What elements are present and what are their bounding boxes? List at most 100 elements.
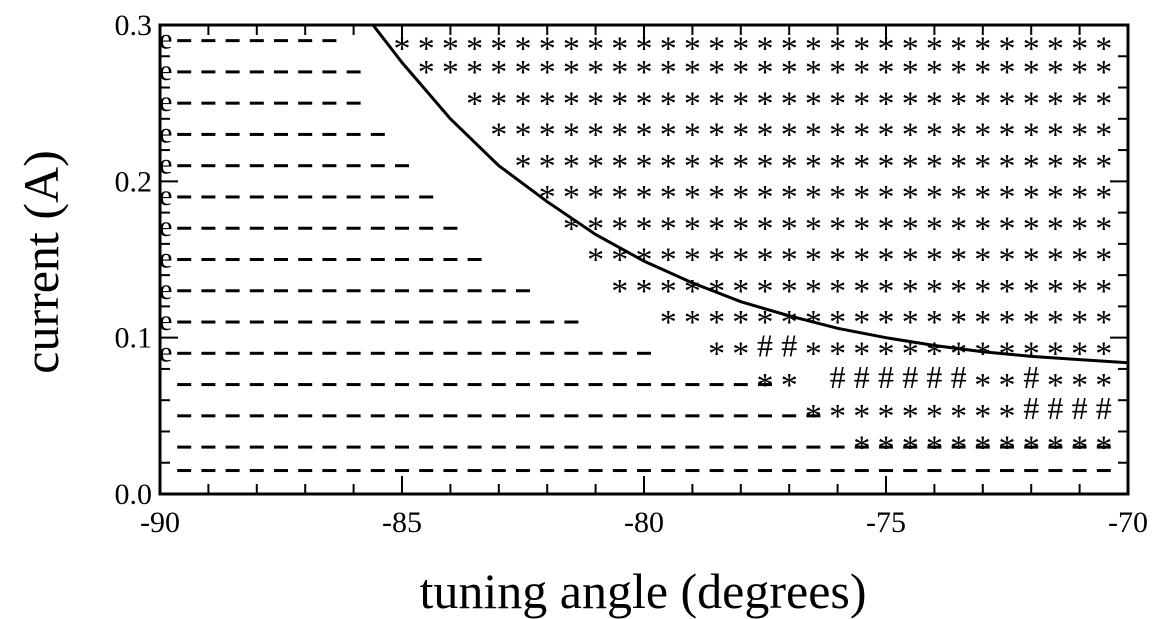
star-marker: * [781,117,798,154]
star-marker: * [805,335,822,372]
star-marker: * [974,304,991,341]
star-marker: * [636,273,653,310]
star-marker: * [1047,54,1064,91]
hash-marker: # [830,359,846,395]
star-marker: * [708,148,725,185]
star-marker: * [1047,117,1064,154]
star-marker: * [999,179,1016,216]
star-marker: * [660,148,677,185]
star-marker: * [1071,148,1088,185]
star-marker: * [1095,210,1112,247]
star-marker: * [950,54,967,91]
star-marker: * [732,85,749,122]
star-marker: * [757,273,774,310]
y-tick-label: 0.0 [115,478,153,511]
star-marker: * [926,398,943,435]
star-marker: * [805,85,822,122]
e-marker: e [159,148,172,181]
e-marker: e [159,85,172,118]
star-marker: * [926,148,943,185]
star-marker: * [466,85,483,122]
hash-marker: # [951,359,967,395]
star-marker: * [708,85,725,122]
star-marker: * [950,398,967,435]
star-marker: * [490,54,507,91]
star-marker: * [1047,31,1064,68]
star-marker: * [708,335,725,372]
star-marker: * [829,335,846,372]
star-marker: * [1071,242,1088,279]
star-marker: * [999,85,1016,122]
star-marker: * [1047,335,1064,372]
star-marker: * [684,210,701,247]
star-marker: * [611,85,628,122]
star-marker: * [1023,148,1040,185]
x-tick-label: -85 [382,506,422,539]
star-marker: * [999,117,1016,154]
star-marker: * [684,54,701,91]
y-tick-label: 0.3 [115,9,153,42]
star-marker: * [1071,117,1088,154]
star-marker: * [563,148,580,185]
hash-marker: # [1023,359,1039,395]
star-marker: * [853,117,870,154]
star-marker: * [1023,54,1040,91]
star-marker: * [563,117,580,154]
star-marker: * [999,31,1016,68]
star-marker: * [636,210,653,247]
star-marker: * [757,242,774,279]
star-marker: * [950,273,967,310]
star-marker: * [684,179,701,216]
star-marker: * [442,31,459,68]
star-marker: * [684,148,701,185]
star-marker: * [1023,304,1040,341]
star-marker: * [684,117,701,154]
star-marker: * [853,85,870,122]
star-marker: * [611,31,628,68]
star-marker: * [732,335,749,372]
star-marker: * [1071,210,1088,247]
data-symbols: * * * * * * * * * * * * * * * * * * * * * * * * * * * * * *e* * * * * * * * *… [159,23,1112,473]
star-marker: * [878,54,895,91]
star-marker: * [974,148,991,185]
star-marker: * [708,117,725,154]
star-marker: * [853,179,870,216]
star-marker: * [539,85,556,122]
star-marker: * [950,85,967,122]
star-marker: * [1047,210,1064,247]
y-tick-label: 0.2 [115,165,153,198]
e-marker: e [159,54,172,87]
star-marker: * [805,273,822,310]
star-marker: * [781,179,798,216]
star-marker: * [1047,148,1064,185]
star-marker: * [660,179,677,216]
hash-marker: # [1047,390,1063,426]
star-marker: * [829,273,846,310]
star-marker: * [757,148,774,185]
hash-marker: # [902,359,918,395]
star-marker: * [926,304,943,341]
star-marker: * [974,210,991,247]
e-marker: e [159,242,172,275]
star-marker: * [515,117,532,154]
star-marker: * [515,148,532,185]
star-marker: * [805,117,822,154]
star-marker: * [1095,304,1112,341]
star-marker: * [974,85,991,122]
star-marker: * [684,304,701,341]
star-marker: * [999,398,1016,435]
star-marker: * [829,85,846,122]
star-marker: * [466,54,483,91]
star-marker: * [926,179,943,216]
star-marker: * [636,117,653,154]
star-marker: * [587,242,604,279]
hash-marker: # [878,359,894,395]
hash-marker: # [757,327,773,363]
e-marker: e [159,210,172,243]
hash-marker: # [1096,390,1112,426]
star-marker: * [418,31,435,68]
star-marker: * [926,31,943,68]
star-marker: * [950,148,967,185]
star-marker: * [757,85,774,122]
boundary-curve-layer [371,24,1129,365]
